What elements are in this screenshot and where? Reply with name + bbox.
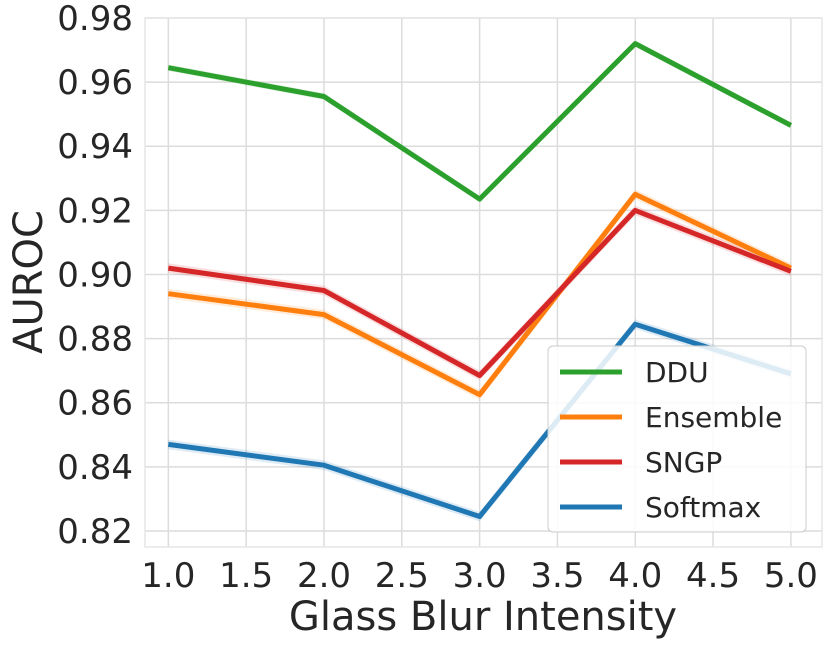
x-tick-label: 1.5 [219, 556, 273, 596]
y-tick-label: 0.82 [57, 512, 133, 552]
y-tick-label: 0.98 [57, 0, 133, 39]
x-tick-label: 5.0 [764, 556, 818, 596]
legend-label-softmax: Softmax [645, 491, 761, 524]
legend-label-ddu: DDU [645, 356, 709, 389]
y-axis-title: AUROC [6, 210, 52, 354]
y-tick-label: 0.94 [57, 127, 133, 167]
x-tick-label: 4.0 [608, 556, 662, 596]
legend-box [547, 345, 807, 533]
x-tick-label: 2.0 [297, 556, 351, 596]
x-tick-label: 3.5 [530, 556, 584, 596]
x-tick-label: 4.5 [686, 556, 740, 596]
legend-label-ensemble: Ensemble [645, 401, 782, 434]
x-tick-label: 3.0 [453, 556, 507, 596]
legend-label-sngp: SNGP [645, 446, 722, 479]
y-tick-label: 0.90 [57, 255, 133, 295]
x-axis-title: Glass Blur Intensity [289, 594, 677, 640]
x-tick-labels: 1.0 1.5 2.0 2.5 3.0 3.5 4.0 4.5 5.0 [141, 556, 818, 596]
series-line-sngp [167, 207, 792, 378]
y-tick-label: 0.92 [57, 191, 133, 231]
series-line-softmax [167, 321, 792, 519]
y-tick-label: 0.86 [57, 384, 133, 424]
legend: DDU Ensemble SNGP Softmax [547, 345, 807, 533]
series-line-ensemble [167, 191, 792, 398]
series-line-ddu [167, 41, 793, 202]
y-tick-labels: 0.82 0.84 0.86 0.88 0.90 0.92 0.94 0.96 0.98 [57, 0, 133, 552]
series-lines [167, 41, 793, 519]
y-tick-label: 0.96 [57, 63, 133, 103]
x-tick-label: 2.5 [375, 556, 429, 596]
y-tick-label: 0.88 [57, 320, 133, 360]
x-tick-label: 1.0 [141, 556, 195, 596]
y-tick-label: 0.84 [57, 448, 133, 488]
plot-frame [144, 17, 823, 548]
